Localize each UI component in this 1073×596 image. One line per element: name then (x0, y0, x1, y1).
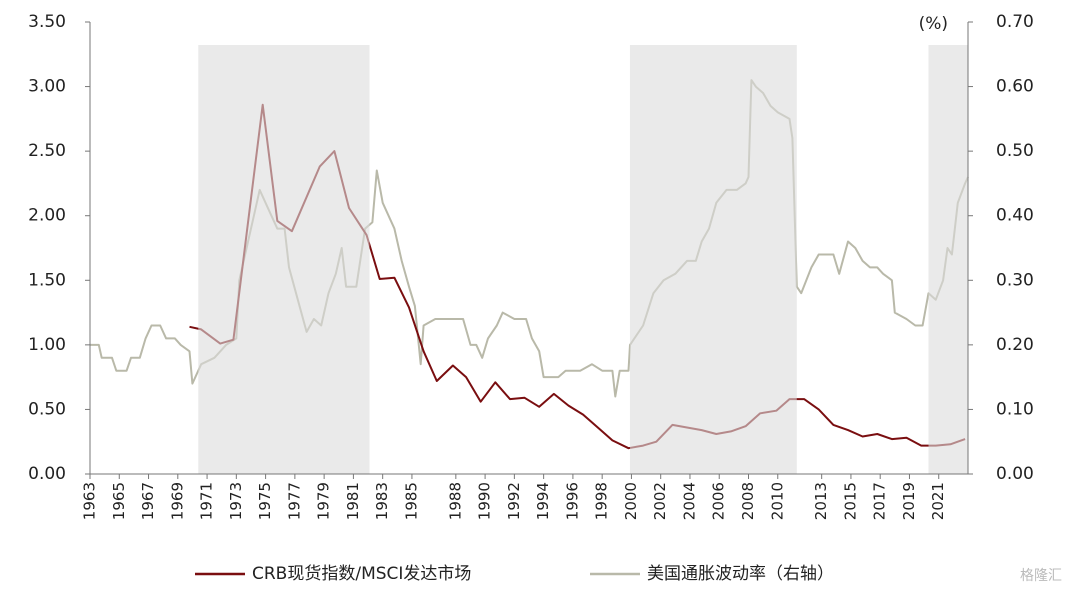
x-tick-label: 2004 (680, 482, 698, 520)
y-tick-label: 2.00 (28, 206, 66, 226)
y2-axis-label: (%) (919, 14, 948, 34)
x-tick-label: 1973 (227, 482, 245, 520)
x-tick-label: 2006 (710, 482, 728, 520)
x-tick-label: 1979 (315, 482, 333, 520)
shaded-period (928, 45, 968, 474)
y2-tick-label: 0.20 (996, 335, 1034, 355)
y-tick-label: 1.00 (28, 335, 66, 355)
x-tick-label: 2010 (768, 482, 786, 520)
x-tick-label: 1994 (534, 482, 552, 520)
x-tick-label: 1996 (563, 482, 581, 520)
x-tick-label: 1975 (256, 482, 274, 520)
x-tick-label: 1971 (198, 482, 216, 520)
x-tick-label: 2017 (871, 482, 889, 520)
x-tick-label: 1977 (285, 482, 303, 520)
x-tick-label: 2021 (929, 482, 947, 520)
x-tick-label: 2008 (739, 482, 757, 520)
x-tick-label: 1983 (373, 482, 391, 520)
y-tick-label: 2.50 (28, 141, 66, 161)
y2-tick-label: 0.40 (996, 206, 1034, 226)
x-tick-label: 2000 (622, 482, 640, 520)
x-tick-label: 1988 (446, 482, 464, 520)
x-tick-label: 1965 (110, 482, 128, 520)
y2-tick-label: 0.10 (996, 399, 1034, 419)
y-tick-label: 0.50 (28, 399, 66, 419)
x-tick-label: 2015 (841, 482, 859, 520)
watermark: 格隆汇 (1020, 568, 1062, 584)
y-tick-label: 3.00 (28, 77, 66, 97)
y-tick-label: 3.50 (28, 12, 66, 32)
x-tick-label: 1969 (168, 482, 186, 520)
x-tick-label: 1963 (81, 482, 99, 520)
shaded-period (198, 45, 370, 474)
x-tick-label: 2019 (900, 482, 918, 520)
y2-tick-label: 0.60 (996, 77, 1034, 97)
shaded-period (629, 45, 797, 474)
y2-tick-label: 0.00 (996, 464, 1034, 484)
y-tick-label: 0.00 (28, 464, 66, 484)
x-tick-label: 1992 (505, 482, 523, 520)
legend-label: 美国通胀波动率（右轴） (647, 564, 834, 584)
y2-tick-label: 0.50 (996, 141, 1034, 161)
x-tick-label: 1990 (476, 482, 494, 520)
y2-tick-label: 0.30 (996, 270, 1034, 290)
x-tick-label: 1967 (139, 482, 157, 520)
x-tick-label: 2013 (812, 482, 830, 520)
x-tick-label: 2002 (651, 482, 669, 520)
x-tick-label: 1985 (402, 482, 420, 520)
x-tick-label: 1998 (593, 482, 611, 520)
x-tick-label: 1981 (344, 482, 362, 520)
y2-tick-label: 0.70 (996, 12, 1034, 32)
legend-label: CRB现货指数/MSCI发达市场 (252, 564, 471, 584)
y-tick-label: 1.50 (28, 270, 66, 290)
